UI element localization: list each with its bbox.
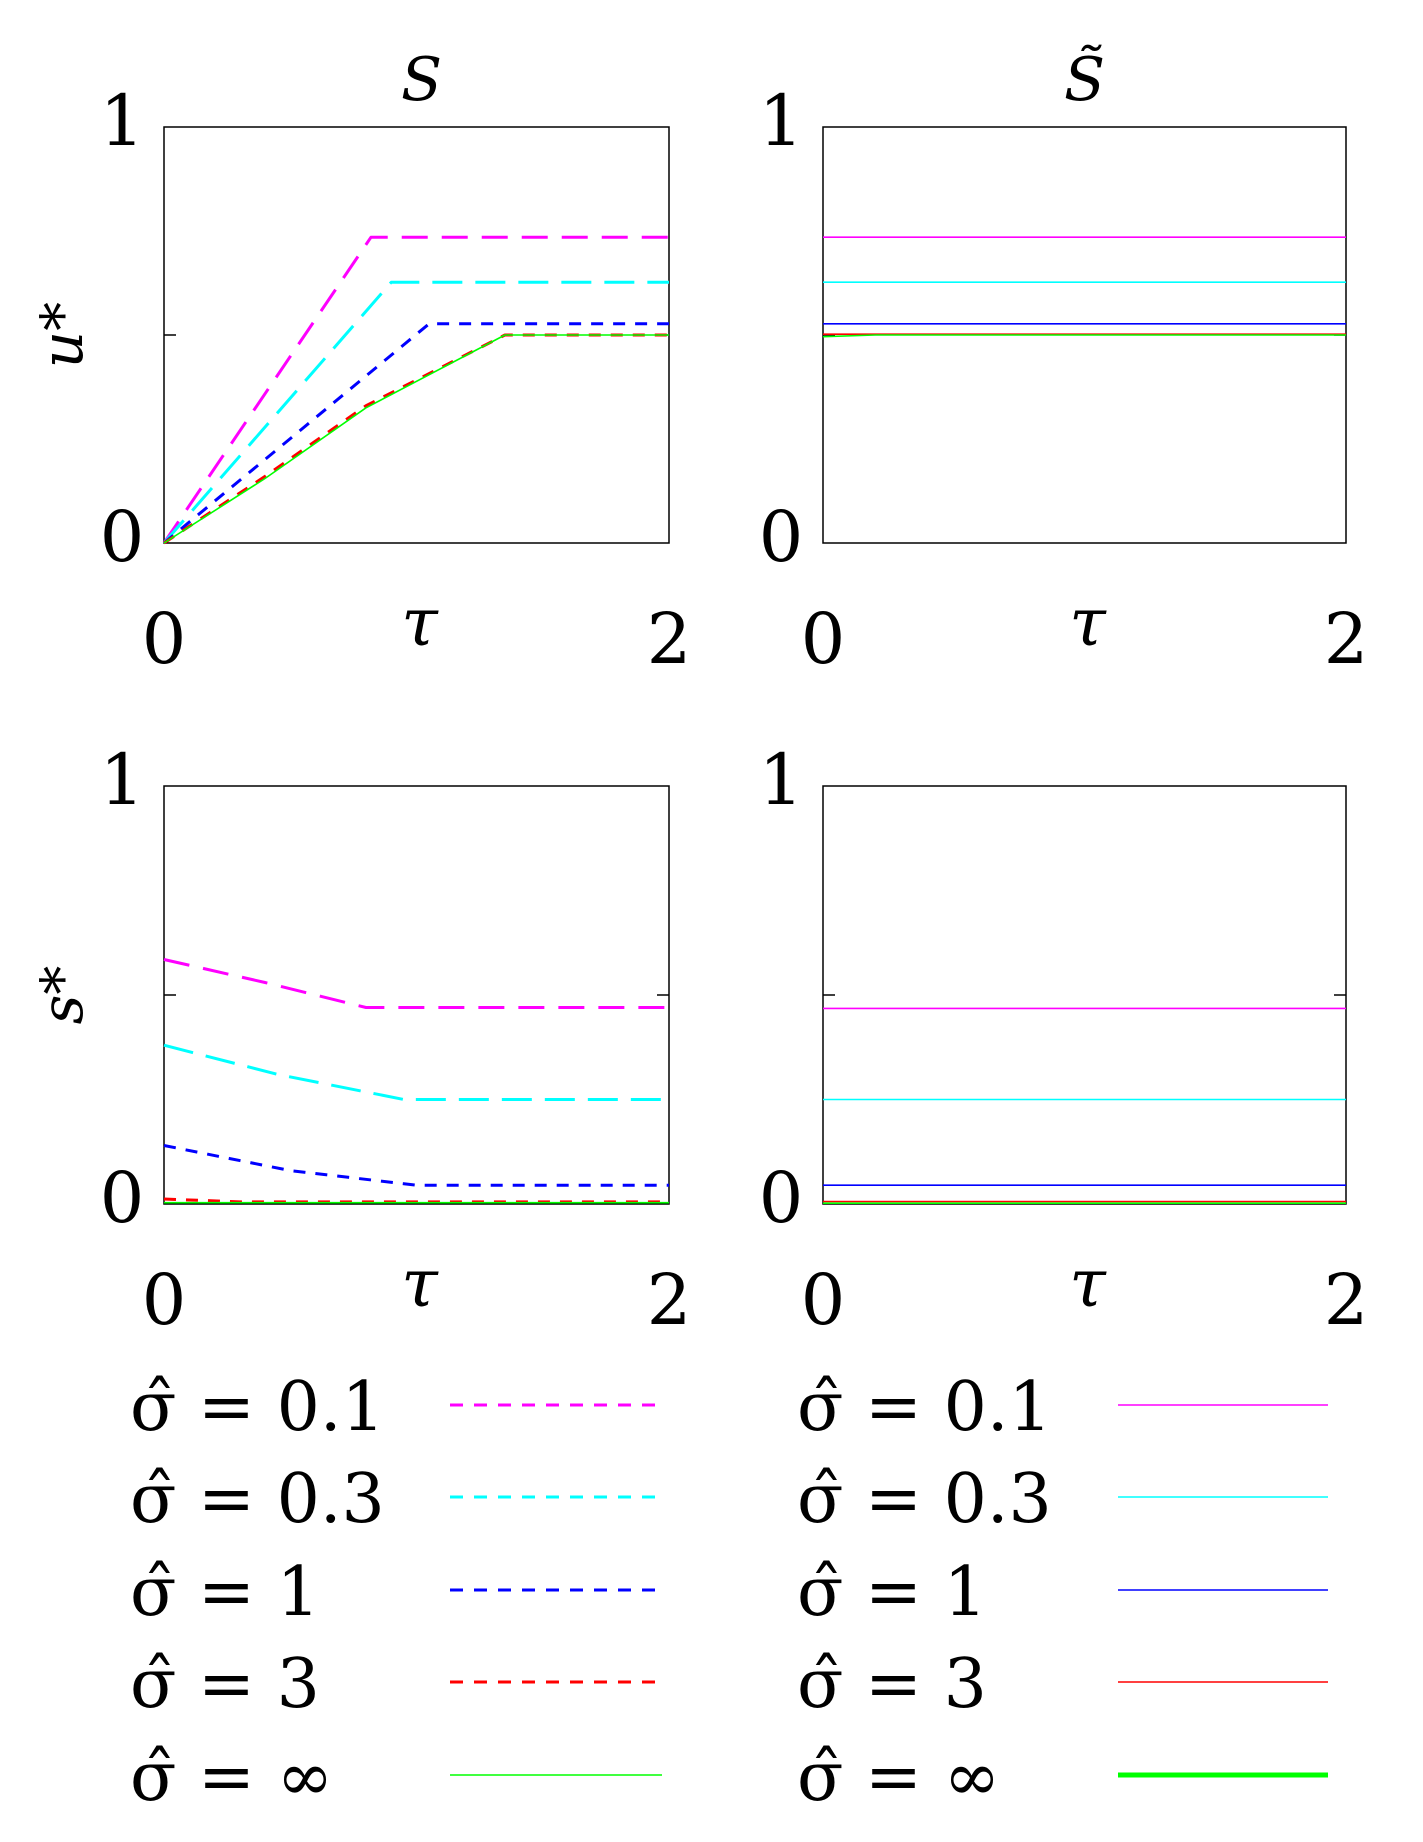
x-tick-label: 0 (142, 598, 187, 680)
panel-title: S (401, 45, 442, 115)
x-tick-label: 0 (801, 598, 846, 680)
y-tick-label: 1 (759, 739, 804, 821)
series-line (163, 958, 669, 1009)
x-axis-label: τ (1069, 1245, 1107, 1322)
legend-label: σ̂ = 1 (130, 1553, 320, 1632)
y-axis-label: s* (28, 966, 96, 1025)
series-line (163, 1043, 669, 1101)
series-line (163, 1144, 669, 1187)
y-tick-label: 1 (100, 80, 145, 162)
x-axis-label: τ (401, 584, 439, 661)
x-tick-label: 0 (142, 1259, 187, 1341)
legend-label: σ̂ = 0.1 (797, 1368, 1052, 1447)
x-tick-label: 2 (1324, 1259, 1369, 1341)
panel-title: S̃ (1064, 44, 1105, 115)
series-line (162, 235, 669, 544)
plot-frame (163, 785, 670, 1205)
plot-frame (822, 785, 1347, 1205)
legend-1: σ̂ = 0.1 σ̂ = 0.3 σ̂ = 1 σ̂ = 3 σ̂ = ∞ (130, 1368, 662, 1817)
legend-label: σ̂ = ∞ (130, 1738, 333, 1817)
legend-label: σ̂ = 1 (797, 1553, 987, 1632)
series-line (162, 280, 669, 544)
panel-2: 1 0 0 2 τ S̃ (759, 44, 1369, 680)
series-line (163, 333, 669, 545)
y-tick-label: 1 (759, 80, 804, 162)
x-axis-label: τ (401, 1245, 439, 1322)
y-axis-label: u* (28, 302, 96, 368)
panel-3: 1 0 0 2 τ s* (28, 739, 691, 1341)
x-tick-label: 2 (647, 1259, 692, 1341)
y-tick-label: 0 (759, 496, 804, 578)
x-tick-label: 2 (1324, 598, 1369, 680)
x-axis-label: τ (1069, 584, 1107, 661)
y-tick-label: 0 (100, 496, 145, 578)
y-tick-label: 0 (100, 1157, 145, 1239)
legend-label: σ̂ = 0.3 (130, 1460, 385, 1539)
panel-1: 1 0 0 2 τ Su* (28, 45, 691, 680)
legend-2: σ̂ = 0.1 σ̂ = 0.3 σ̂ = 1 σ̂ = 3 σ̂ = ∞ (797, 1368, 1328, 1817)
legend-label: σ̂ = 0.1 (130, 1368, 385, 1447)
x-tick-label: 2 (647, 598, 692, 680)
y-tick-label: 1 (100, 739, 145, 821)
legend-label: σ̂ = 3 (797, 1645, 987, 1724)
series-line (163, 334, 669, 544)
series-line (822, 334, 1346, 338)
x-tick-label: 0 (801, 1259, 846, 1341)
series-line (163, 1197, 669, 1204)
series-line (163, 322, 669, 545)
panel-4: 1 0 0 2 τ (759, 739, 1369, 1341)
legend-label: σ̂ = ∞ (797, 1738, 1000, 1817)
y-tick-label: 0 (759, 1157, 804, 1239)
legend-label: σ̂ = 3 (130, 1645, 320, 1724)
legend-label: σ̂ = 0.3 (797, 1460, 1052, 1539)
